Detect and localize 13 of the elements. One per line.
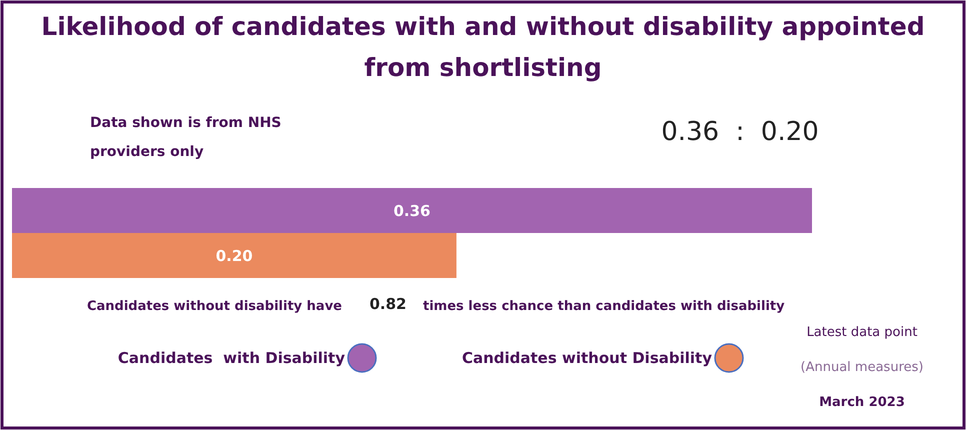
legend-label: Candidates with Disability: [118, 349, 346, 367]
text: Data shown is from NHS providers only: [90, 115, 282, 160]
legend-label: Candidates without Disability: [462, 349, 712, 367]
data-label: 0.36: [393, 202, 431, 220]
chart-title: Likelihood of candidates with and without disability appointed from shortlisting: [41, 12, 925, 82]
text: (Annual measures): [800, 360, 924, 375]
text: Candidates without disability have: [86, 299, 342, 314]
text: 0.36 : 0.20: [661, 117, 819, 147]
data-label: 0.20: [216, 246, 253, 265]
text: March 2023: [819, 395, 905, 410]
text: Latest data point: [806, 325, 918, 340]
text: times less chance than candidates with disability: [423, 299, 786, 314]
text: 0.82: [369, 295, 407, 313]
